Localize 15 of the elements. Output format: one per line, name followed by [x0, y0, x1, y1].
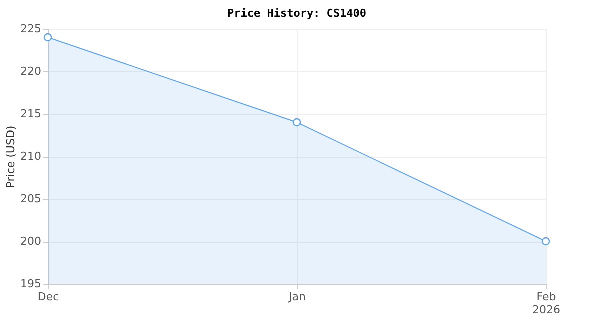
y-axis-title: Price (USD) — [4, 126, 18, 188]
x-tick-label: Dec — [38, 290, 60, 304]
x-tick-label: Jan — [288, 290, 306, 304]
y-tick-label: 225 — [20, 22, 42, 36]
point — [44, 33, 52, 42]
y-tick-label: 195 — [20, 278, 42, 290]
y-tick-label: 205 — [20, 192, 42, 206]
chart-title: Price History: CS1400 — [227, 7, 367, 20]
y-tick-label: 220 — [20, 65, 42, 78]
x-tick-label: Feb 2026 — [532, 290, 560, 316]
point — [292, 118, 302, 127]
y-tick-label: 210 — [20, 150, 42, 163]
point — [542, 237, 550, 246]
y-tick-label: 200 — [20, 235, 42, 248]
y-tick-label: 215 — [20, 108, 42, 120]
